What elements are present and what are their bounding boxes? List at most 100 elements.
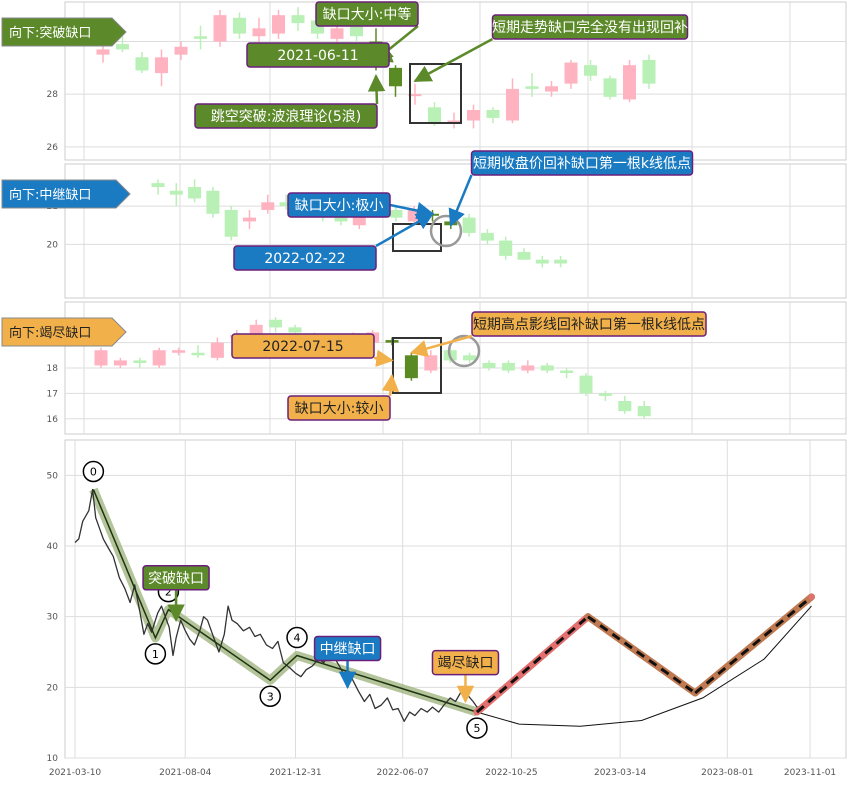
- candle: [525, 73, 539, 97]
- y-tick-label: 28: [47, 90, 59, 100]
- annotation-box: [313, 635, 382, 662]
- y-tick-label: 30: [47, 613, 59, 623]
- candle: [467, 104, 480, 129]
- wave-number: 5: [473, 722, 480, 735]
- candle: [463, 352, 477, 363]
- candle: [152, 347, 166, 368]
- candle-body: [637, 406, 651, 417]
- candle: [540, 362, 554, 374]
- annotation-box: [142, 565, 210, 591]
- candle: [291, 7, 305, 31]
- annotation-label: 跳空突破:波浪理论(5浪): [194, 73, 386, 129]
- candle-body: [288, 327, 302, 333]
- candle: [462, 213, 476, 237]
- gap-highlight-box: [409, 63, 462, 124]
- wave-circle: [82, 460, 105, 483]
- candle-body: [269, 319, 283, 328]
- annotation-label: 短期收盘价回补缺口第一根k线低点: [448, 150, 694, 227]
- candle-body: [623, 65, 636, 100]
- annotation-text: 突破缺口: [148, 571, 204, 587]
- candle-body: [151, 183, 165, 187]
- candle: [482, 360, 496, 371]
- candle: [191, 345, 205, 358]
- candle: [545, 81, 558, 97]
- annotation-arrow: [375, 212, 435, 248]
- annotation-box: [315, 1, 419, 27]
- candle: [272, 9, 285, 39]
- annotation-box: [471, 311, 707, 337]
- projection-end-point: [808, 593, 815, 600]
- candle-body: [96, 49, 110, 55]
- wave-label: 1: [144, 643, 167, 665]
- wave-number: 3: [267, 690, 274, 703]
- candle-body: [172, 350, 186, 353]
- candle-body: [560, 370, 574, 374]
- candle: [233, 12, 246, 39]
- candle: [579, 373, 593, 396]
- wave-label: 4: [286, 626, 308, 649]
- candle-body: [540, 365, 554, 371]
- candle-body: [554, 259, 568, 264]
- annotation-text: 缺口大小:极小: [295, 198, 384, 214]
- annotation-box: [491, 14, 689, 40]
- candle-body: [261, 202, 275, 210]
- annotation-text: 短期高点影线回补缺口第一根k线低点: [473, 316, 705, 333]
- y-tick-label: 16: [47, 415, 59, 425]
- y-tick-label: 50: [47, 471, 59, 481]
- candle-body: [191, 352, 205, 356]
- x-tick-label: 2021-08-04: [159, 768, 212, 778]
- x-tick-label: 2023-11-01: [784, 768, 836, 778]
- y-tick-label: 26: [47, 143, 59, 153]
- candle-body: [462, 217, 476, 233]
- panel-frame: [64, 163, 847, 299]
- candle-body: [447, 120, 461, 123]
- annotation-label: 2021-06-11: [246, 42, 394, 68]
- candle-body: [482, 362, 496, 368]
- candle-body: [525, 86, 539, 89]
- candle: [554, 255, 568, 268]
- wave-label: 0: [82, 460, 105, 483]
- y-tick-label: 40: [47, 542, 59, 552]
- candle-body: [252, 28, 266, 37]
- candle-body: [535, 259, 549, 264]
- candle-body: [272, 15, 285, 34]
- candle: [113, 357, 127, 368]
- wave-circle: [286, 626, 308, 649]
- candle-body: [224, 209, 238, 237]
- candle: [169, 183, 183, 207]
- annotation-box: [233, 245, 377, 271]
- annotation-text: 竭尽缺口: [437, 656, 493, 672]
- annotation-text: 缺口大小:中等: [323, 6, 412, 23]
- wave-number: 0: [90, 465, 97, 478]
- candle-body: [486, 109, 500, 118]
- candle-body: [291, 15, 305, 24]
- overview-annotation: 竭尽缺口: [431, 649, 500, 704]
- candle-body: [404, 355, 418, 379]
- annotation-label: 2022-07-15: [231, 333, 394, 367]
- candle: [517, 248, 531, 260]
- candle-panel-breakaway: 302826向下:突破缺口: [1, 1, 847, 161]
- candle-body: [133, 360, 147, 363]
- candle-body: [603, 78, 617, 97]
- wave-label: 3: [259, 685, 281, 708]
- candle-body: [350, 25, 363, 37]
- candle-body: [499, 240, 513, 256]
- candle-body: [579, 375, 593, 394]
- candle: [188, 179, 202, 203]
- x-tick-label: 2022-06-07: [377, 768, 429, 778]
- annotation-text: 缺口大小:较小: [295, 401, 384, 417]
- candle-body: [174, 46, 188, 55]
- candle: [521, 360, 535, 374]
- y-tick-label: 17: [47, 389, 58, 399]
- panel-badge-label: 向下:中继缺口: [9, 187, 91, 203]
- candle: [224, 206, 238, 241]
- wave-line: [92, 489, 478, 713]
- candle: [486, 107, 500, 124]
- annotation-arrow: [367, 73, 386, 105]
- annotation-label: 短期高点影线回补缺口第一根k线低点: [409, 311, 707, 358]
- candle-body: [233, 17, 246, 34]
- candle-body: [116, 44, 129, 50]
